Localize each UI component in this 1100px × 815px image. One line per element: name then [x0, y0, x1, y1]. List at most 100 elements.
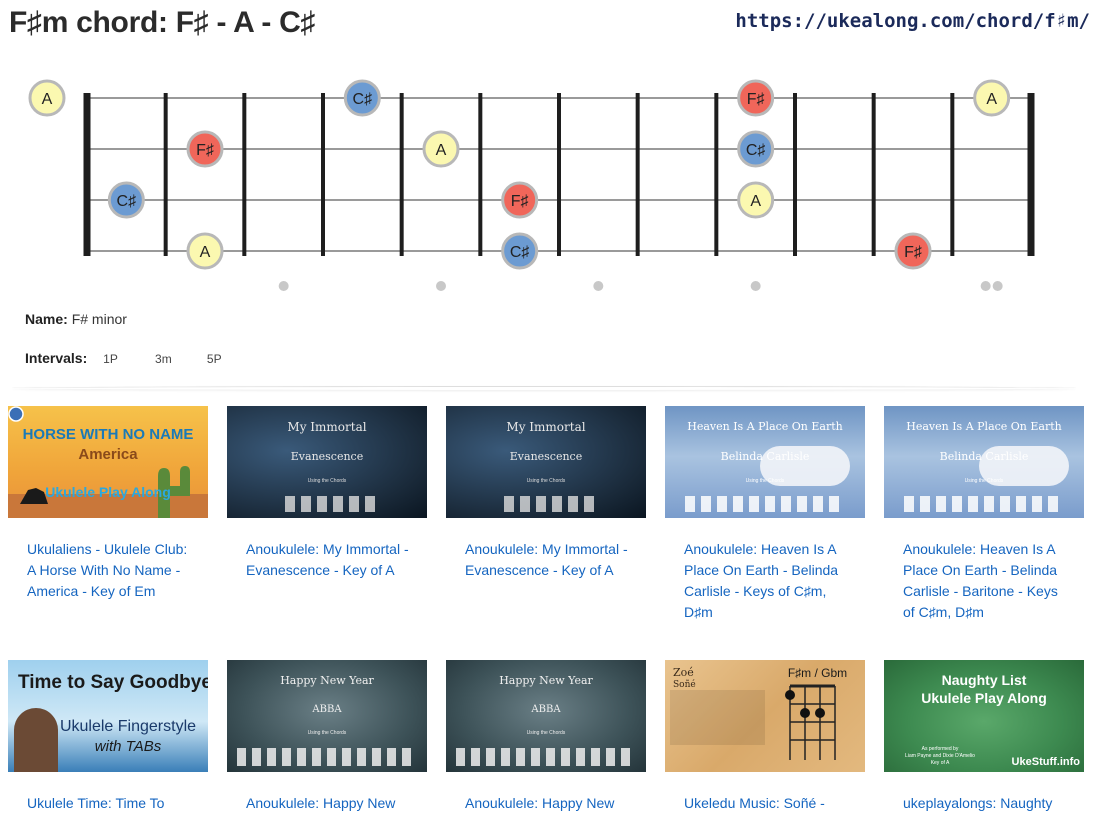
cloud-shape: [979, 446, 1069, 486]
note-marker: A: [973, 79, 1011, 117]
video-thumbnail[interactable]: Happy New Year ABBA Using the Chords: [227, 660, 427, 772]
video-thumbnail[interactable]: Time to Say Goodbye Ukulele Fingerstyle …: [8, 660, 208, 772]
note-marker: A: [186, 232, 224, 270]
note-marker: C♯: [501, 232, 539, 270]
page-url[interactable]: https://ukealong.com/chord/f♯m/: [735, 10, 1090, 32]
note-circle: [107, 181, 145, 219]
thumb-watermark: UkeStuff.info: [1011, 756, 1080, 768]
note-marker: F♯: [737, 79, 775, 117]
cloud-shape: [760, 446, 850, 486]
chord-boxes: [456, 748, 636, 766]
chord-diagram-icon: [670, 684, 836, 760]
thumb-subtitle: Ukulele Fingerstyle: [59, 718, 197, 735]
video-title-link[interactable]: Anoukulele: Heaven Is A Place On Earth -…: [684, 541, 839, 620]
chord-boxes: [904, 496, 1064, 512]
thumb-title: Heaven Is A Place On Earth: [687, 420, 843, 433]
note-circle: [501, 232, 539, 270]
fret-inlay-marker: [593, 281, 604, 291]
thumb-subtitle: Evanescence: [509, 450, 583, 463]
note-label: C♯: [117, 193, 137, 210]
thumb-caption: Ukulele Play Along: [45, 484, 171, 500]
video-thumbnail[interactable]: My Immortal Evanescence Using the Chords: [227, 406, 427, 518]
thumb-subtitle: America: [78, 446, 138, 463]
thumb-title: Naughty List: [941, 672, 1027, 688]
note-circle: [186, 130, 224, 168]
note-circle: [501, 181, 539, 219]
note-label: C♯: [746, 142, 766, 159]
video-title-link[interactable]: Ukulaliens - Ukulele Club: A Horse With …: [27, 541, 188, 599]
chord-boxes: [285, 496, 375, 512]
chord-name-line: Name: F# minor: [25, 311, 127, 327]
fret-inlay-marker: [992, 281, 1003, 291]
video-title-link[interactable]: Anoukulele: My Immortal - Evanescence - …: [246, 541, 409, 578]
video-thumbnail[interactable]: Zoé Soñé F♯m / Gbm: [665, 660, 865, 772]
note-marker: A: [737, 181, 775, 219]
note-marker: F♯: [501, 181, 539, 219]
video-thumbnail[interactable]: Happy New Year ABBA Using the Chords: [446, 660, 646, 772]
note-label: A: [42, 91, 53, 108]
thumb-caption: Using the Chords: [526, 478, 566, 484]
video-title-link[interactable]: ukeplayalongs: Naughty: [903, 795, 1053, 811]
video-title-link[interactable]: Anoukulele: My Immortal - Evanescence - …: [465, 541, 628, 578]
interval-third: 3m: [155, 352, 172, 366]
chord-boxes: [685, 496, 845, 512]
thumb-caption: Using the Chords: [307, 730, 347, 736]
chord-boxes: [504, 496, 594, 512]
note-label: F♯: [511, 193, 529, 210]
note-circle: [28, 79, 66, 117]
thumb-chord-label: F♯m / Gbm: [787, 666, 848, 680]
thumb-caption: Using the Chords: [526, 730, 566, 736]
video-title-link[interactable]: Ukulele Time: Time To: [27, 795, 165, 811]
video-title-link[interactable]: Anoukulele: Heaven Is A Place On Earth -…: [903, 541, 1058, 620]
thumb-subtitle: ABBA: [531, 704, 561, 715]
thumb-caption: Using the Chords: [307, 478, 347, 484]
note-circle: [422, 130, 460, 168]
thumb-key: Key of A: [930, 760, 950, 766]
video-thumbnail[interactable]: Naughty List Ukulele Play Along As perfo…: [884, 660, 1084, 772]
video-thumbnail[interactable]: HORSE WITH NO NAME America Ukulele Play …: [8, 406, 208, 518]
note-circle: [737, 181, 775, 219]
thumb-caption: As performed by: [921, 746, 959, 752]
note-marker: A: [28, 79, 66, 117]
note-marker: F♯: [894, 232, 932, 270]
thumb-subtitle: ABBA: [312, 704, 342, 715]
note-marker: C♯: [107, 181, 145, 219]
thumb-title: My Immortal: [287, 420, 367, 434]
video-title-link[interactable]: Ukeledu Music: Soñé -: [684, 795, 825, 811]
thumb-credits: Liam Payne and Dixie D'Amelio: [905, 753, 975, 759]
video-thumbnail[interactable]: Heaven Is A Place On Earth Belinda Carli…: [665, 406, 865, 518]
thumb-title: Zoé: [673, 666, 694, 679]
interval-fifth: 5P: [206, 352, 222, 366]
note-label: A: [750, 193, 761, 210]
thumb-subtitle: Soñé: [673, 680, 696, 690]
thumb-caption: Using the Chords: [964, 478, 1004, 484]
note-marker: C♯: [737, 130, 775, 168]
thumb-title: Heaven Is A Place On Earth: [906, 420, 1062, 433]
name-value: F# minor: [71, 311, 127, 327]
note-circle: [973, 79, 1011, 117]
player-silhouette: [14, 708, 58, 772]
note-label: F♯: [196, 142, 214, 159]
note-label: C♯: [510, 244, 530, 261]
thumb-caption: Using the Chords: [745, 478, 785, 484]
thumb-subtitle: Belinda Carlisle: [720, 450, 810, 463]
note-marker: C♯: [343, 79, 381, 117]
video-title-link[interactable]: Anoukulele: Happy New: [246, 795, 396, 811]
name-label: Name:: [25, 311, 68, 327]
thumb-title: HORSE WITH NO NAME: [22, 426, 194, 443]
note-label: A: [200, 244, 211, 261]
note-marker: F♯: [186, 130, 224, 168]
thumb-subtitle: Ukulele Play Along: [921, 690, 1047, 706]
note-label: F♯: [904, 244, 922, 261]
video-title-link[interactable]: Anoukulele: Happy New: [465, 795, 615, 811]
thumb-title: My Immortal: [506, 420, 586, 434]
desert-illustration: [8, 406, 208, 518]
note-circle: [894, 232, 932, 270]
note-circle: [343, 79, 381, 117]
section-divider: [12, 386, 1076, 390]
chord-boxes: [237, 748, 417, 766]
video-thumbnail[interactable]: Heaven Is A Place On Earth Belinda Carli…: [884, 406, 1084, 518]
video-thumbnail[interactable]: My Immortal Evanescence Using the Chords: [446, 406, 646, 518]
fretboard-diagram: A C♯ F♯ A F♯ A C♯ C♯ F♯ A A C♯ F♯: [28, 79, 1035, 291]
note-label: C♯: [353, 91, 373, 108]
